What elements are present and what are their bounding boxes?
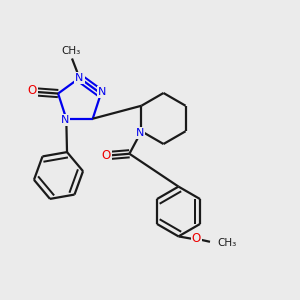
Text: O: O: [101, 149, 111, 162]
Text: N: N: [61, 115, 69, 125]
Text: N: N: [75, 73, 84, 83]
Text: O: O: [28, 84, 37, 97]
Text: CH₃: CH₃: [218, 238, 237, 248]
Text: N: N: [136, 128, 144, 138]
Text: N: N: [98, 87, 106, 97]
Text: O: O: [192, 232, 201, 245]
Text: CH₃: CH₃: [61, 46, 80, 56]
